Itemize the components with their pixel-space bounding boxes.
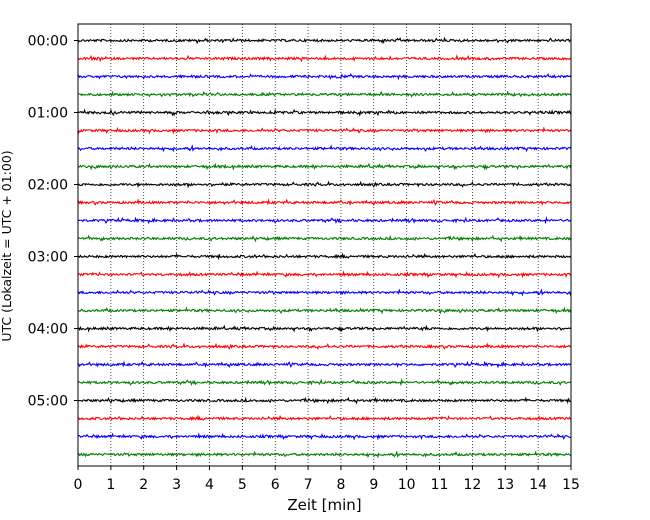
trace-0430 — [77, 360, 572, 369]
x-tick-label: 6 — [271, 477, 280, 493]
trace-0445 — [77, 378, 572, 387]
trace-0315 — [77, 270, 572, 279]
trace-0500 — [77, 396, 572, 405]
y-tick-label: 03:00 — [28, 250, 68, 266]
x-axis-label: Zeit [min] — [287, 496, 361, 514]
trace-0100 — [77, 108, 572, 117]
trace-0000 — [77, 36, 572, 45]
x-tick-label: 0 — [74, 477, 83, 493]
trace-0045 — [77, 90, 572, 98]
y-axis: 00:00 01:00 02:00 03:00 04:00 05:00 — [28, 34, 78, 410]
trace-0115 — [77, 126, 572, 135]
trace-0130 — [77, 144, 572, 153]
x-tick-label: 9 — [369, 477, 378, 493]
trace-0015 — [77, 54, 572, 63]
y-axis-label: UTC (Lokalzeit = UTC + 01:00) — [0, 150, 14, 341]
trace-0230 — [77, 216, 572, 225]
seismic-traces — [77, 36, 572, 459]
trace-0515 — [77, 414, 572, 422]
y-tick-label: 05:00 — [28, 394, 68, 410]
trace-0245 — [77, 234, 572, 243]
x-tick-label: 7 — [304, 477, 313, 493]
x-tick-label: 10 — [398, 477, 416, 493]
trace-0530 — [77, 432, 572, 441]
x-tick-label: 4 — [205, 477, 214, 493]
trace-0545 — [77, 450, 572, 459]
y-tick-label: 00:00 — [28, 34, 68, 50]
x-tick-label: 5 — [238, 477, 247, 493]
y-tick-label: 01:00 — [28, 106, 68, 122]
plot-frame — [77, 23, 572, 467]
x-tick-label: 14 — [529, 477, 547, 493]
y-tick-label: 02:00 — [28, 178, 68, 194]
x-tick-label: 11 — [431, 477, 449, 493]
trace-0200 — [77, 180, 572, 189]
trace-0330 — [77, 288, 572, 297]
trace-0215 — [77, 198, 572, 207]
trace-0415 — [77, 342, 572, 350]
x-tick-label: 2 — [139, 477, 148, 493]
trace-0345 — [77, 306, 572, 315]
x-axis: 0 1 2 3 4 5 6 7 8 9 10 11 12 13 14 15 — [74, 466, 580, 493]
y-tick-label: 04:00 — [28, 322, 68, 338]
trace-0030 — [77, 72, 572, 81]
x-tick-label: 12 — [463, 477, 481, 493]
trace-0145 — [77, 162, 572, 171]
x-tick-label: 15 — [562, 477, 580, 493]
x-tick-label: 3 — [172, 477, 181, 493]
x-tick-label: 8 — [336, 477, 345, 493]
x-tick-label: 1 — [106, 477, 115, 493]
trace-0400 — [77, 324, 572, 333]
x-tick-label: 13 — [496, 477, 514, 493]
trace-0300 — [77, 252, 572, 261]
